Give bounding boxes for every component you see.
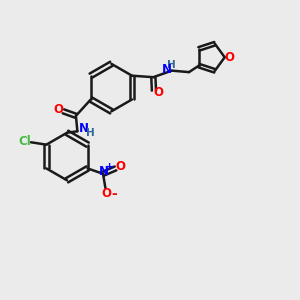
Text: O: O [54,103,64,116]
Text: H: H [85,128,94,138]
Text: N: N [79,122,89,135]
Text: H: H [167,60,175,70]
Text: O: O [153,85,164,98]
Text: +: + [105,162,114,172]
Text: O: O [115,160,125,173]
Text: N: N [162,63,172,76]
Text: -: - [111,187,117,201]
Text: N: N [99,165,109,178]
Text: Cl: Cl [19,135,32,148]
Text: O: O [101,187,111,200]
Text: O: O [225,51,235,64]
